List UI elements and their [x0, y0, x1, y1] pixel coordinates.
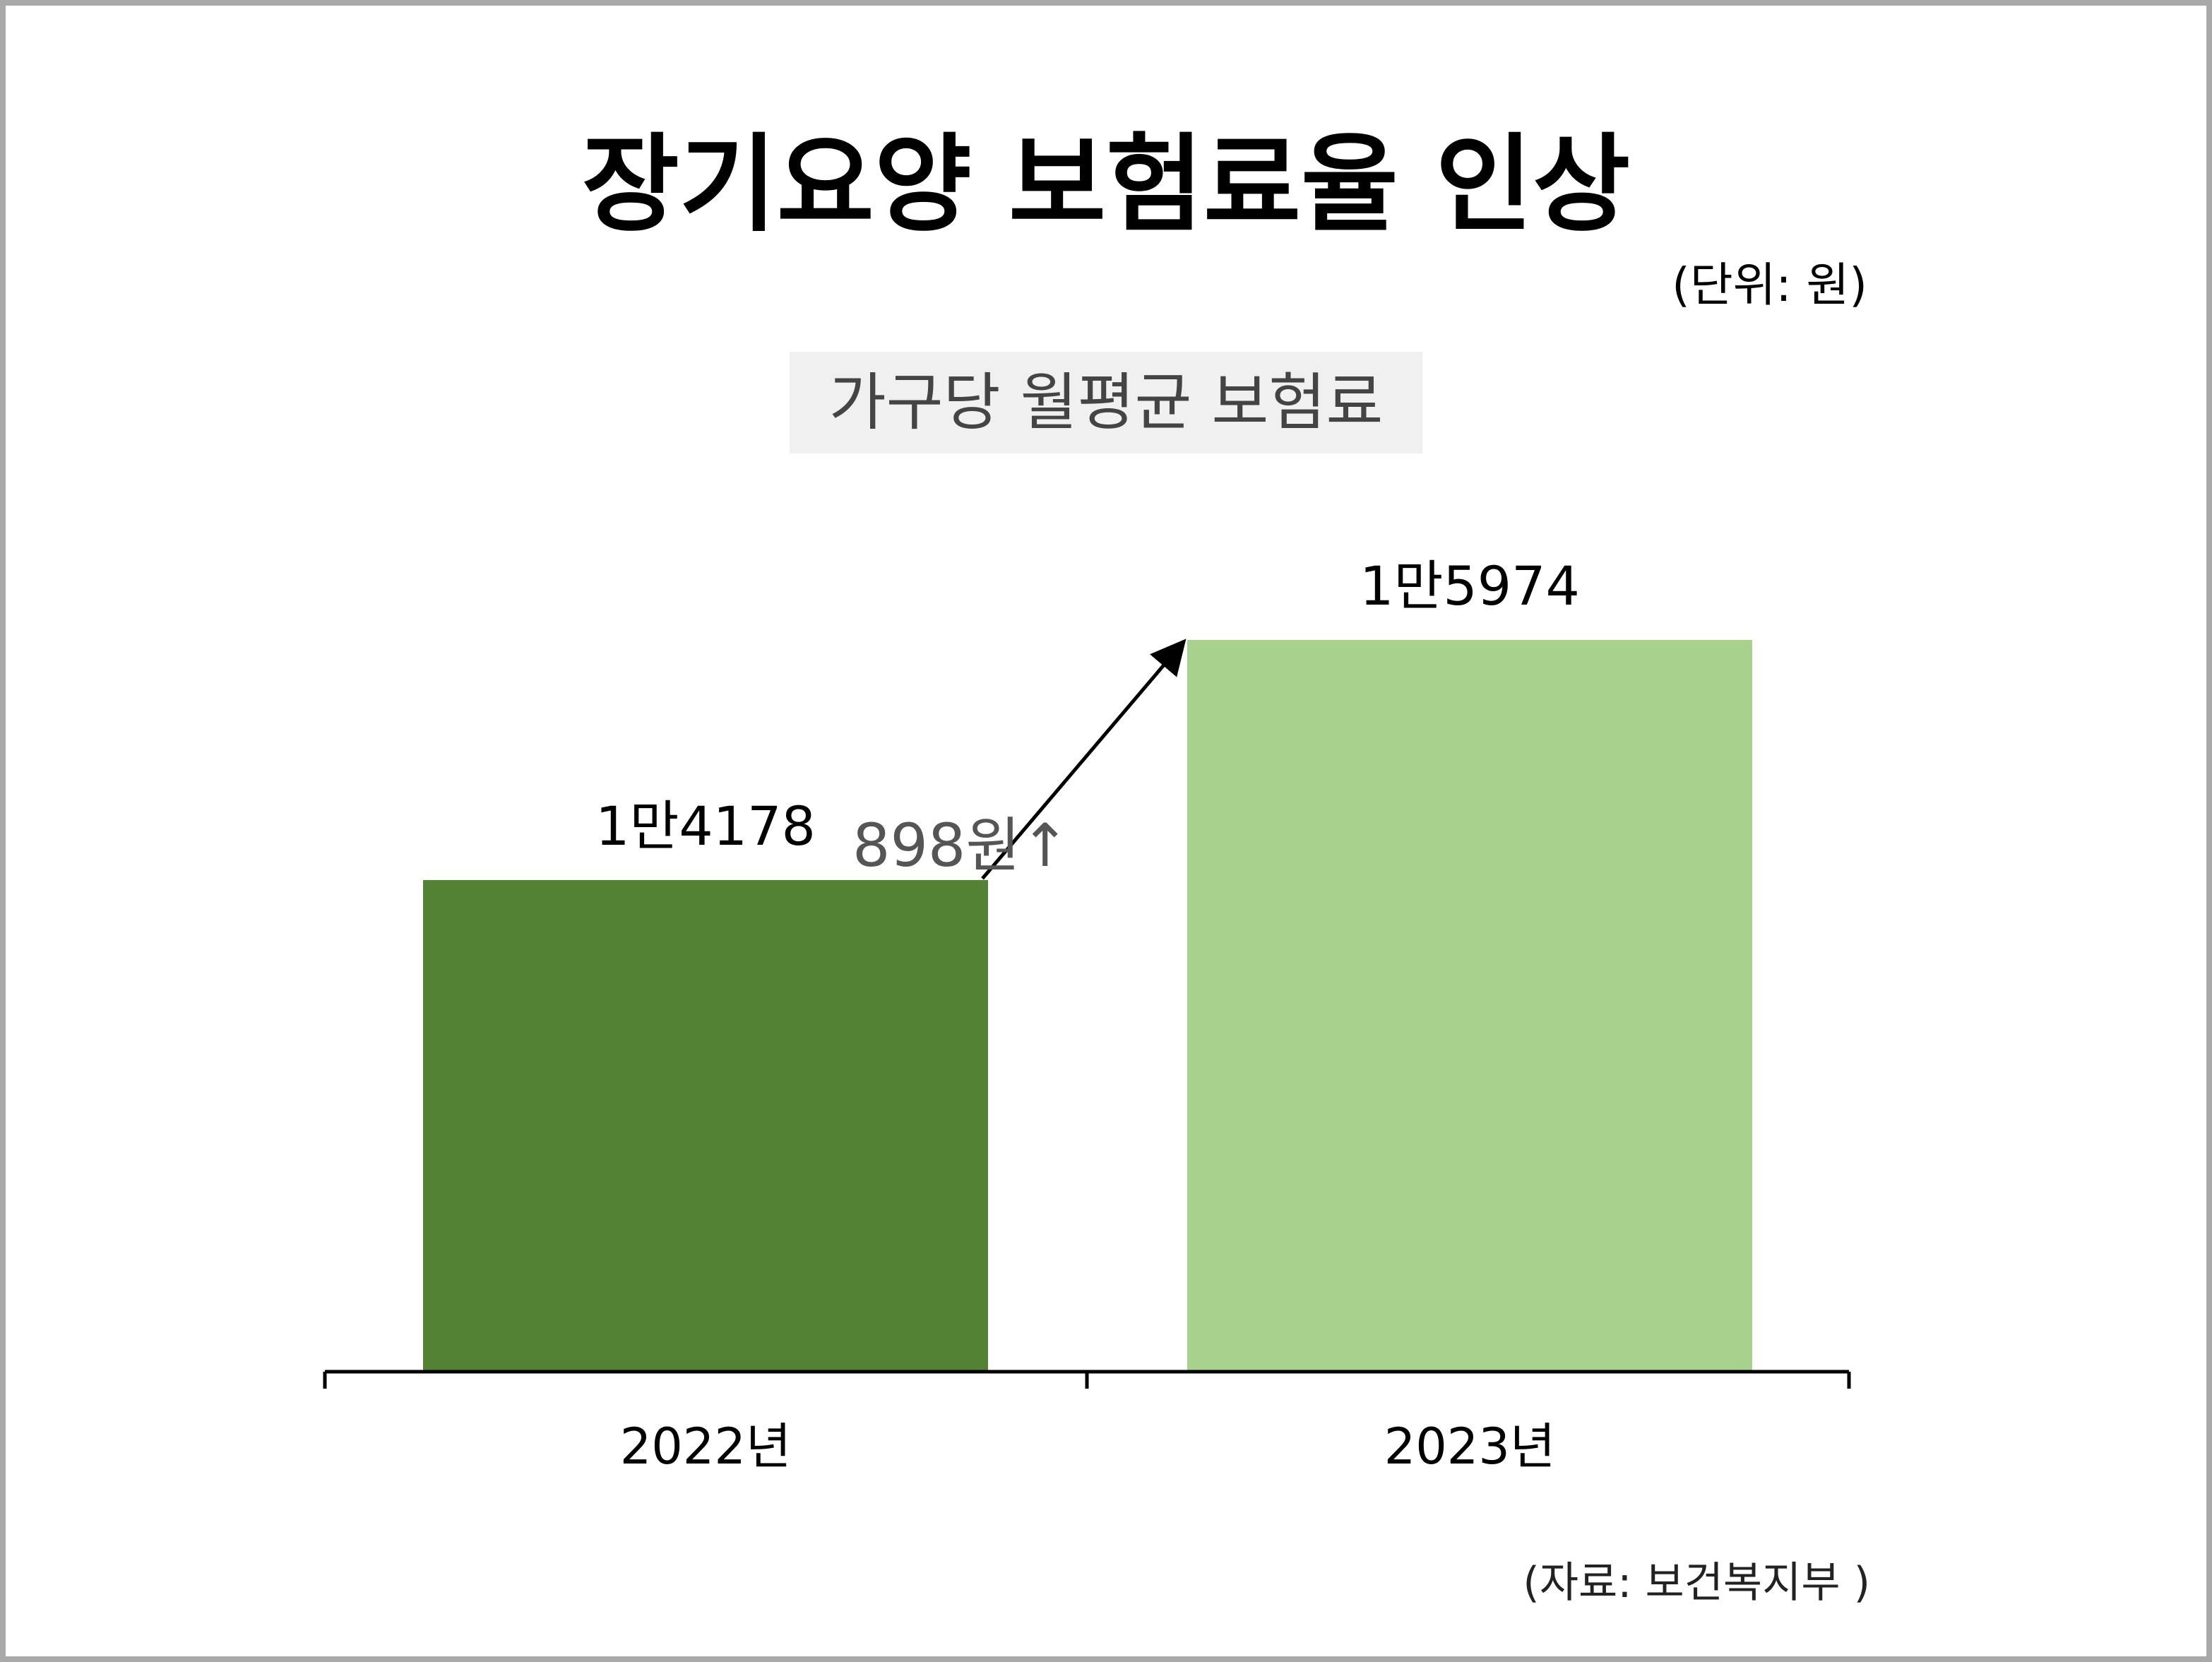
subtitle-background	[790, 352, 1422, 453]
chart-title: 장기요양 보험료율 인상	[581, 124, 1631, 247]
increase-arrow	[981, 639, 1187, 880]
value-label-1: 1만5974	[1360, 554, 1580, 617]
increase-annotation: 898원↑	[852, 811, 1070, 880]
x-tick-label-0: 2022년	[620, 1418, 792, 1476]
bar-0	[423, 879, 988, 1372]
bar-1	[1187, 640, 1752, 1372]
chart-subtitle: 가구당 월평균 보험료	[828, 366, 1384, 439]
source-note: (자료: 보건복지부 )	[1523, 1558, 1870, 1608]
value-label-0: 1만4178	[595, 795, 816, 857]
unit-label: (단위: 원)	[1672, 258, 1867, 312]
x-tick-label-1: 2023년	[1384, 1418, 1556, 1476]
